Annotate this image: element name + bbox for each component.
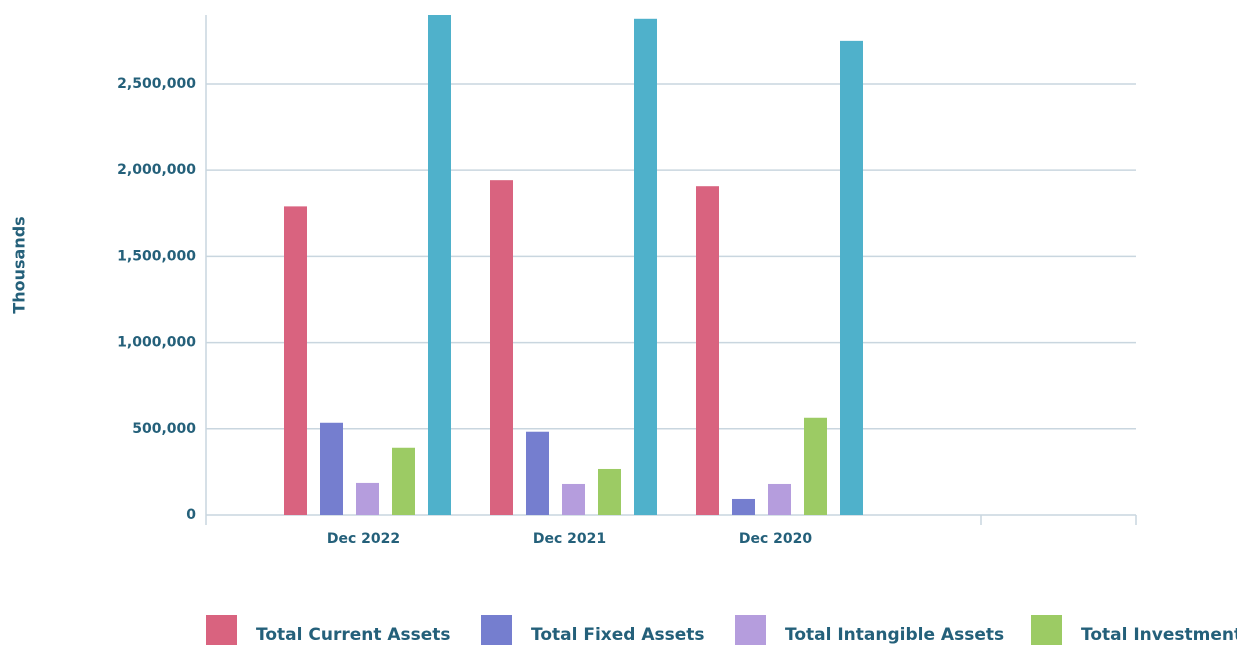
bar bbox=[562, 483, 585, 515]
y-tick-label: 0 bbox=[186, 507, 196, 523]
legend-swatch bbox=[206, 615, 237, 645]
y-tick-label: 500,000 bbox=[132, 421, 196, 437]
bar bbox=[428, 15, 451, 515]
y-axis-label: Thousands bbox=[10, 216, 29, 313]
bar bbox=[732, 498, 755, 515]
bar bbox=[804, 417, 827, 515]
legend-label: Total Fixed Assets bbox=[531, 625, 705, 645]
y-tick-label: 1,000,000 bbox=[117, 335, 196, 351]
bar bbox=[598, 468, 621, 515]
bar bbox=[284, 206, 307, 515]
legend-label: Total Intangible Assets bbox=[785, 625, 1004, 645]
bar bbox=[634, 18, 657, 516]
legend-swatch bbox=[1031, 615, 1062, 645]
x-tick-label: Dec 2020 bbox=[739, 531, 813, 547]
bar bbox=[490, 180, 513, 515]
bar bbox=[320, 422, 343, 515]
bar bbox=[392, 447, 415, 515]
legend-swatch bbox=[735, 615, 766, 645]
bar bbox=[768, 483, 791, 515]
y-tick-label: 1,500,000 bbox=[117, 248, 196, 264]
y-tick-label: 2,500,000 bbox=[117, 76, 196, 92]
bar bbox=[526, 431, 549, 515]
legend-label: Total Investment bbox=[1081, 625, 1237, 645]
legend-swatch bbox=[481, 615, 512, 645]
legend-label: Total Current Assets bbox=[256, 625, 451, 645]
x-tick-label: Dec 2021 bbox=[533, 531, 606, 547]
bar bbox=[356, 482, 379, 515]
bar bbox=[696, 186, 719, 515]
y-tick-label: 2,000,000 bbox=[117, 162, 196, 178]
x-tick-label: Dec 2022 bbox=[327, 531, 400, 547]
bar bbox=[840, 40, 863, 516]
